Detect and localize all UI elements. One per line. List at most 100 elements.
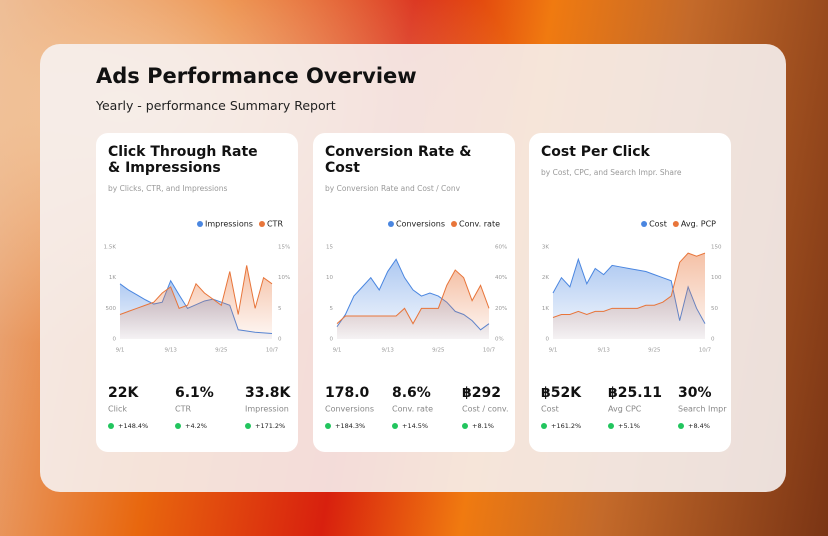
y2-tick-label: 50	[711, 306, 718, 312]
y-tick-label: 10	[326, 275, 333, 281]
legend-label: CTR	[267, 220, 283, 229]
x-tick-label: 9/25	[432, 348, 445, 354]
kpi-value: 8.6%	[392, 385, 431, 401]
y2-tick-label: 0	[711, 337, 715, 343]
kpi-up-icon	[678, 423, 684, 429]
y-tick-label: 1K	[109, 275, 116, 281]
y-tick-label: 500	[106, 306, 117, 312]
line	[552, 252, 706, 319]
x-tick-label: 10/7	[266, 348, 279, 354]
x-tick-label: 9/13	[381, 348, 394, 354]
y-tick-label: 0	[113, 337, 117, 343]
x-tick-label: 9/25	[648, 348, 661, 354]
y2-tick-label: 15%	[278, 245, 290, 251]
card-subtitle: by Clicks, CTR, and Impressions	[108, 184, 228, 193]
kpi-change: +171.2%	[255, 422, 285, 430]
chart: 0 1K 2K 3K 0 50 100 150 9/1 9/13 9/25 10/7 Avg. PCP C…	[541, 220, 727, 430]
kpi-label: Cost	[541, 405, 559, 414]
kpi-up-icon	[462, 423, 468, 429]
kpi-label: Impression	[245, 405, 289, 414]
kpi-value: 22K	[108, 385, 139, 401]
kpi-up-icon	[108, 423, 114, 429]
x-tick-label: 9/13	[164, 348, 177, 354]
x-tick-label: 9/13	[597, 348, 610, 354]
y2-tick-label: 150	[711, 245, 722, 251]
chart: 0 5 10 15 0% 20% 40% 60% 9/1 9/13 9/25 10/7 Conv. ra…	[325, 220, 509, 430]
x-tick-label: 10/7	[699, 348, 712, 354]
legend-dot	[672, 221, 679, 227]
chart-card: 0 500 1K 1.5K 0 5 10% 15% 9/1 9/13 9/25 10/7 CTR Impr…	[96, 133, 298, 452]
line	[336, 269, 490, 325]
kpi-label: Conversions	[325, 405, 374, 414]
area	[553, 253, 705, 339]
legend-dot	[258, 221, 265, 227]
page-title: Ads Performance Overview	[96, 64, 417, 88]
kpi-up-icon	[608, 423, 614, 429]
chart-card: 0 5 10 15 0% 20% 40% 60% 9/1 9/13 9/25 10/7 Conv. ra…	[313, 133, 515, 452]
y2-tick-label: 40%	[495, 275, 507, 281]
legend-label: Avg. PCP	[681, 220, 716, 229]
kpi-value: ฿25.11	[608, 385, 662, 401]
kpi-up-icon	[175, 423, 181, 429]
legend-dot	[387, 221, 394, 227]
kpi-label: Cost / conv.	[462, 405, 509, 414]
kpi-label: Conv. rate	[392, 405, 433, 414]
x-tick-label: 9/1	[116, 348, 125, 354]
y2-tick-label: 20%	[495, 306, 507, 312]
kpi-value: ฿292	[462, 385, 501, 401]
chart: 0 500 1K 1.5K 0 5 10% 15% 9/1 9/13 9/25 10/7 CTR Impr…	[104, 220, 292, 431]
kpi-label: Click	[108, 405, 127, 414]
x-tick-label: 9/25	[215, 348, 228, 354]
card-title: Cost Per Click	[541, 144, 650, 160]
y-tick-label: 2K	[542, 275, 549, 281]
y-tick-label: 3K	[542, 245, 549, 251]
legend-dot	[197, 221, 203, 227]
area	[337, 270, 489, 339]
kpi-up-icon	[325, 423, 331, 429]
y2-tick-label: 60%	[495, 245, 507, 251]
legend-dot	[451, 221, 457, 227]
kpi-change: +8.4%	[688, 422, 710, 430]
panel: Ads Performance Overview Yearly - perfor…	[40, 44, 786, 492]
kpi-label: Search Impr	[678, 405, 727, 414]
legend-dot	[641, 221, 648, 227]
kpi-value: 33.8K	[245, 385, 292, 401]
y2-tick-label: 10%	[278, 275, 290, 281]
kpi-value: 178.0	[325, 385, 370, 401]
kpi-change: +184.3%	[335, 422, 365, 430]
x-tick-label: 9/1	[549, 348, 558, 354]
kpi-change: +4.2%	[185, 422, 207, 430]
y-tick-label: 5	[330, 306, 334, 312]
card-subtitle: by Conversion Rate and Cost / Conv	[325, 184, 461, 193]
y-tick-label: 1.5K	[104, 245, 117, 251]
card-title: Conversion Rate & Cost	[325, 144, 472, 176]
card-title: Click Through Rate & Impressions	[108, 144, 258, 176]
y-tick-label: 0	[546, 337, 550, 343]
chart-card: 0 1K 2K 3K 0 50 100 150 9/1 9/13 9/25 10/7 Avg. PCP C…	[529, 133, 731, 452]
kpi-label: Avg CPC	[608, 405, 642, 414]
kpi-change: +161.2%	[551, 422, 581, 430]
y2-tick-label: 100	[711, 275, 722, 281]
kpi-change: +148.4%	[118, 422, 148, 430]
y2-tick-label: 0	[278, 337, 282, 343]
y2-tick-label: 0%	[495, 337, 504, 343]
legend-label: Impressions	[205, 220, 253, 229]
line	[119, 265, 273, 315]
kpi-value: 6.1%	[175, 385, 214, 401]
area	[120, 265, 272, 339]
legend-label: Cost	[649, 220, 667, 229]
y-tick-label: 1K	[542, 306, 549, 312]
x-tick-label: 10/7	[483, 348, 496, 354]
kpi-up-icon	[245, 423, 251, 429]
kpi-up-icon	[392, 423, 398, 429]
kpi-label: CTR	[175, 405, 191, 414]
x-tick-label: 9/1	[333, 348, 342, 354]
kpi-value: 30%	[678, 385, 712, 401]
card-subtitle: by Cost, CPC, and Search Impr. Share	[541, 168, 682, 177]
kpi-value: ฿52K	[541, 385, 582, 401]
y2-tick-label: 5	[278, 306, 282, 312]
y-tick-label: 0	[330, 337, 334, 343]
page-subtitle: Yearly - performance Summary Report	[96, 98, 336, 113]
kpi-change: +14.5%	[402, 422, 428, 430]
kpi-change: +5.1%	[618, 422, 640, 430]
